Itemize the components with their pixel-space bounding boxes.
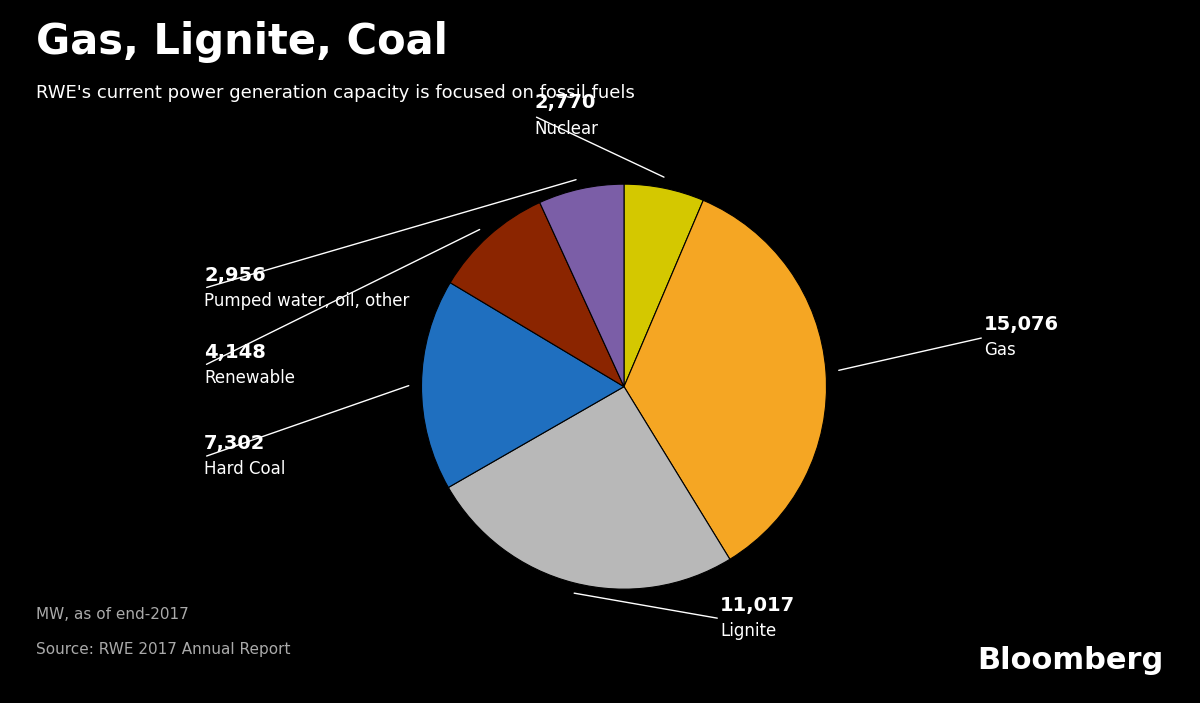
- Text: Gas: Gas: [984, 341, 1015, 359]
- Text: Pumped water, oil, other: Pumped water, oil, other: [204, 292, 409, 310]
- Wedge shape: [624, 184, 703, 387]
- Text: 4,148: 4,148: [204, 343, 266, 362]
- Wedge shape: [540, 184, 624, 387]
- Text: RWE's current power generation capacity is focused on fossil fuels: RWE's current power generation capacity …: [36, 84, 635, 103]
- Text: 2,956: 2,956: [204, 266, 265, 285]
- Text: 7,302: 7,302: [204, 434, 265, 453]
- Text: Gas, Lignite, Coal: Gas, Lignite, Coal: [36, 21, 448, 63]
- Wedge shape: [624, 200, 827, 560]
- Text: Hard Coal: Hard Coal: [204, 460, 286, 479]
- Text: Source: RWE 2017 Annual Report: Source: RWE 2017 Annual Report: [36, 643, 290, 657]
- Wedge shape: [450, 202, 624, 387]
- Text: Nuclear: Nuclear: [534, 120, 598, 138]
- Wedge shape: [449, 387, 730, 589]
- Text: 2,770: 2,770: [534, 93, 595, 112]
- Text: Lignite: Lignite: [720, 622, 776, 640]
- Text: MW, as of end-2017: MW, as of end-2017: [36, 607, 188, 622]
- Text: 15,076: 15,076: [984, 315, 1060, 334]
- Text: Renewable: Renewable: [204, 369, 295, 387]
- Text: Bloomberg: Bloomberg: [978, 646, 1164, 675]
- Wedge shape: [421, 283, 624, 487]
- Text: 11,017: 11,017: [720, 596, 796, 615]
